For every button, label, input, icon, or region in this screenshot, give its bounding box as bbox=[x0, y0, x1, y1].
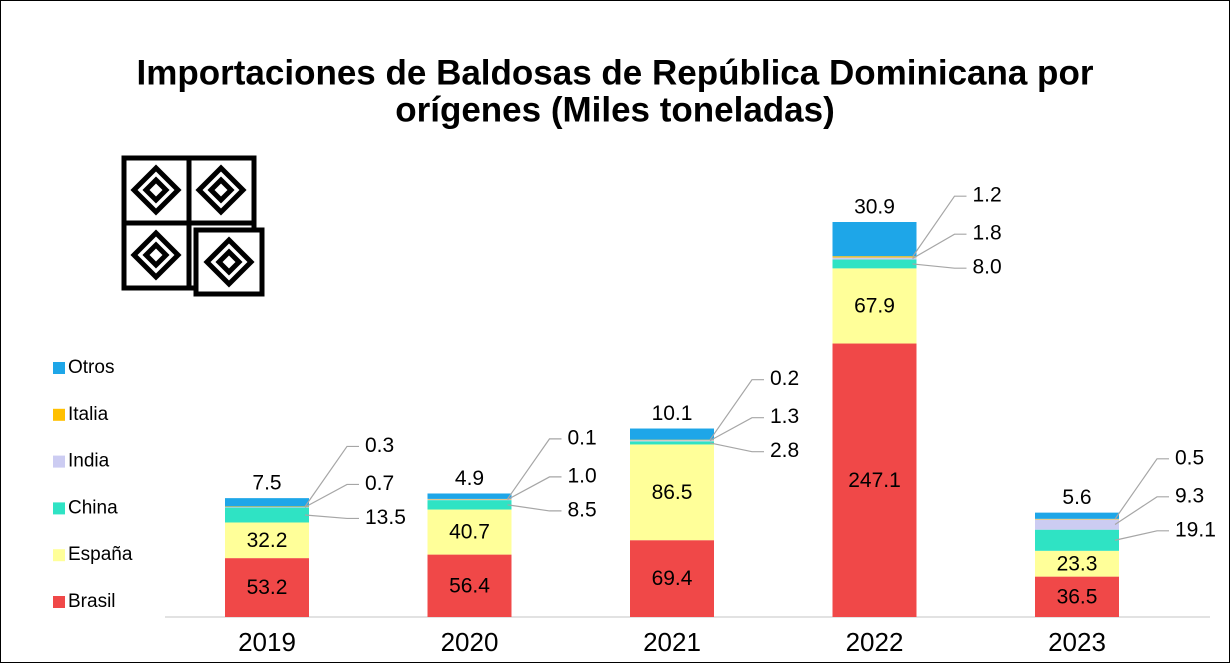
legend-swatch bbox=[53, 408, 65, 421]
data-label: 7.5 bbox=[252, 472, 281, 495]
data-label: 0.1 bbox=[568, 426, 597, 449]
data-label: 4.9 bbox=[455, 467, 484, 490]
data-label: 13.5 bbox=[365, 506, 406, 529]
data-label: 0.5 bbox=[1175, 446, 1204, 469]
legend-label: Brasil bbox=[68, 591, 116, 612]
leader-line bbox=[709, 417, 764, 442]
bar-segment bbox=[427, 554, 512, 617]
bar-segment bbox=[630, 439, 714, 442]
data-label: 0.2 bbox=[770, 367, 799, 390]
leader-line bbox=[912, 263, 967, 269]
leader-line bbox=[1114, 530, 1169, 541]
tile-icon bbox=[121, 155, 265, 297]
data-label: 32.2 bbox=[247, 529, 288, 552]
bar-segment bbox=[1035, 529, 1119, 551]
bar-segment bbox=[427, 499, 512, 501]
bar-segment bbox=[225, 507, 309, 523]
bar-segment bbox=[427, 500, 512, 510]
leader-line bbox=[507, 438, 562, 500]
bar-segment bbox=[427, 493, 512, 499]
data-label: 1.8 bbox=[973, 222, 1002, 245]
leader-line bbox=[912, 195, 967, 258]
legend-swatch bbox=[53, 502, 65, 515]
data-label: 23.3 bbox=[1057, 552, 1098, 575]
data-label: 2.8 bbox=[770, 439, 799, 462]
leader-line bbox=[709, 379, 764, 441]
bar-segment bbox=[225, 506, 309, 507]
legend-label: Otros bbox=[68, 357, 114, 378]
data-label: 1.2 bbox=[973, 184, 1002, 207]
bar-segment bbox=[1035, 576, 1119, 617]
legend-label: India bbox=[68, 451, 110, 472]
bar-segment bbox=[225, 506, 309, 508]
bar-segment bbox=[225, 498, 309, 507]
x-tick-label: 2021 bbox=[643, 627, 701, 657]
bar-segment bbox=[832, 259, 917, 269]
leader-line bbox=[1114, 496, 1169, 526]
data-label: 10.1 bbox=[652, 402, 693, 425]
bar-segment bbox=[832, 268, 917, 344]
data-label: 69.4 bbox=[652, 567, 693, 590]
bar-segment bbox=[832, 343, 917, 617]
leader-line bbox=[507, 504, 562, 512]
x-tick-label: 2022 bbox=[846, 627, 904, 657]
leader-line bbox=[709, 442, 764, 453]
legend-label: Italia bbox=[68, 404, 109, 425]
x-tick-label: 2023 bbox=[1048, 627, 1106, 657]
data-label: 30.9 bbox=[854, 196, 895, 219]
legend-swatch bbox=[53, 455, 65, 468]
bar-segment bbox=[630, 441, 714, 445]
data-label: 1.0 bbox=[568, 464, 597, 487]
legend-swatch bbox=[53, 549, 65, 562]
leader-line bbox=[304, 445, 359, 507]
bar-segment bbox=[1035, 512, 1119, 519]
data-label: 1.3 bbox=[770, 405, 799, 428]
bar-segment bbox=[630, 439, 714, 441]
leader-line bbox=[304, 483, 359, 508]
bar-segment bbox=[1035, 550, 1119, 577]
data-label: 40.7 bbox=[449, 521, 490, 544]
data-label: 5.6 bbox=[1062, 486, 1091, 509]
bar-segment bbox=[427, 498, 512, 500]
data-label: 9.3 bbox=[1175, 484, 1204, 507]
bar-segment bbox=[1035, 518, 1119, 520]
leader-line bbox=[304, 514, 359, 520]
data-label: 0.3 bbox=[365, 434, 394, 457]
bar-segment bbox=[832, 256, 917, 258]
legend-label: China bbox=[68, 497, 118, 518]
data-label: 53.2 bbox=[247, 576, 288, 599]
data-label: 19.1 bbox=[1175, 518, 1216, 541]
leader-line bbox=[912, 233, 967, 260]
bar-segment bbox=[427, 509, 512, 555]
chart-title: Importaciones de Baldosas de República D… bbox=[137, 53, 1094, 92]
chart-title: orígenes (Miles toneladas) bbox=[395, 90, 835, 129]
bar-segment bbox=[630, 444, 714, 541]
data-label: 36.5 bbox=[1057, 585, 1098, 608]
bar-segment bbox=[225, 522, 309, 559]
data-label: 8.0 bbox=[973, 256, 1002, 279]
x-tick-label: 2020 bbox=[441, 627, 499, 657]
data-label: 247.1 bbox=[848, 469, 901, 492]
leader-line bbox=[507, 476, 562, 501]
legend-label: España bbox=[68, 544, 133, 565]
data-label: 0.7 bbox=[365, 472, 394, 495]
bar-segment bbox=[630, 540, 714, 617]
data-label: 56.4 bbox=[449, 574, 490, 597]
leader-line bbox=[1114, 458, 1169, 520]
legend-swatch bbox=[53, 596, 65, 608]
data-label: 86.5 bbox=[652, 481, 693, 504]
bar-segment bbox=[832, 222, 917, 257]
bar-segment bbox=[225, 558, 309, 617]
legend-swatch bbox=[53, 362, 65, 374]
bar-segment bbox=[630, 428, 714, 440]
data-label: 8.5 bbox=[568, 498, 597, 521]
x-tick-label: 2019 bbox=[238, 627, 296, 657]
data-label: 67.9 bbox=[854, 294, 895, 317]
bar-segment bbox=[832, 257, 917, 260]
bar-segment bbox=[1035, 519, 1119, 530]
